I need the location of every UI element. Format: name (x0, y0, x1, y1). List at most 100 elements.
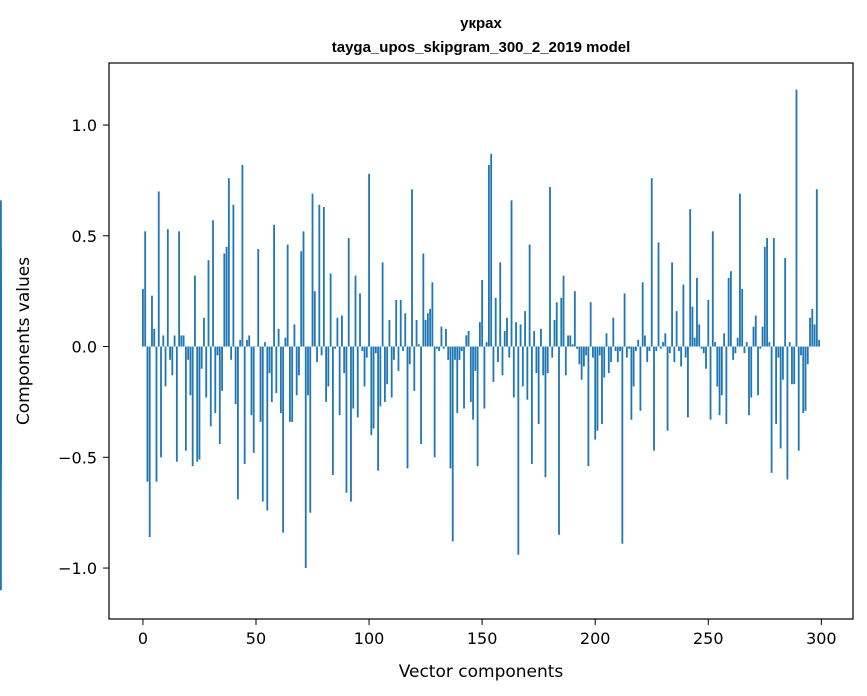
bar (745, 342, 748, 347)
bar (458, 346, 461, 360)
bar (567, 335, 569, 347)
bar (465, 335, 468, 347)
x-axis-label: Vector components (399, 662, 564, 682)
bar (508, 346, 511, 358)
bar (198, 346, 201, 460)
bar (227, 178, 230, 347)
bar (535, 346, 538, 374)
bar (279, 346, 282, 413)
bar (460, 346, 463, 351)
bar (467, 331, 470, 347)
bar (402, 346, 404, 351)
bar (331, 346, 334, 476)
bar (718, 346, 721, 416)
bar (478, 322, 481, 347)
bar (442, 346, 445, 349)
bar (576, 346, 579, 349)
bar (784, 257, 787, 347)
bar (625, 346, 628, 358)
bar (426, 313, 429, 347)
bar (741, 288, 744, 347)
bar (345, 346, 348, 493)
x-axis: 0 50 100 150 200 250 300 (138, 619, 837, 648)
bar (334, 346, 337, 349)
bar (0, 200, 2, 347)
bar (761, 326, 764, 347)
bar (537, 346, 540, 425)
y-tick-label: −1.0 (58, 559, 97, 578)
bar (675, 311, 678, 347)
bar (815, 189, 818, 347)
bar (241, 164, 244, 347)
bar (162, 335, 165, 347)
bar (573, 291, 576, 347)
bar (644, 335, 646, 347)
bar (252, 346, 255, 453)
bar (146, 346, 149, 482)
bar (175, 346, 178, 462)
bar (451, 346, 454, 542)
bar (469, 346, 472, 402)
bar (662, 342, 664, 347)
bar (677, 346, 680, 351)
bar (560, 297, 563, 347)
bar (635, 346, 637, 351)
bar (243, 346, 246, 464)
bar (180, 335, 183, 347)
bar (485, 342, 488, 347)
bar (313, 291, 316, 347)
bar (424, 319, 427, 347)
bar (811, 308, 814, 347)
bar (671, 262, 673, 347)
bar (804, 346, 807, 411)
bar (723, 333, 726, 347)
bar (230, 346, 233, 360)
bar (684, 346, 687, 358)
bar (361, 346, 364, 351)
bar (354, 275, 357, 347)
bar (413, 346, 416, 391)
bar (408, 346, 411, 365)
bar (472, 346, 474, 420)
bar (711, 231, 714, 347)
bar (322, 206, 325, 347)
bar (363, 346, 366, 387)
bar (277, 328, 280, 347)
bar (338, 346, 341, 416)
bar (454, 346, 456, 360)
bar (757, 346, 759, 396)
bar (214, 346, 217, 413)
bar (377, 346, 380, 471)
x-tick-label: 300 (806, 629, 837, 648)
bar (580, 346, 583, 380)
bar (250, 346, 253, 416)
bar (160, 346, 162, 458)
bar (395, 300, 398, 347)
bar (727, 277, 730, 347)
bar (612, 317, 615, 347)
bar (399, 300, 402, 347)
y-tick-label: 0.5 (72, 227, 97, 246)
bar (445, 328, 447, 347)
bar (415, 319, 418, 347)
bar (623, 293, 626, 347)
bar (646, 346, 649, 363)
bar (356, 346, 359, 418)
bar (813, 324, 816, 347)
x-tick-label: 250 (693, 629, 724, 648)
bar (734, 346, 737, 354)
bar (209, 346, 212, 427)
bar (404, 313, 407, 347)
bar (151, 295, 153, 347)
bar-series (0, 89, 820, 591)
bar (293, 324, 296, 347)
bar (714, 342, 716, 347)
bar (806, 346, 809, 365)
bar (546, 346, 549, 374)
bar (779, 346, 782, 449)
bar (707, 300, 710, 347)
bar (196, 346, 199, 462)
bar (614, 346, 617, 351)
bar (144, 231, 147, 347)
